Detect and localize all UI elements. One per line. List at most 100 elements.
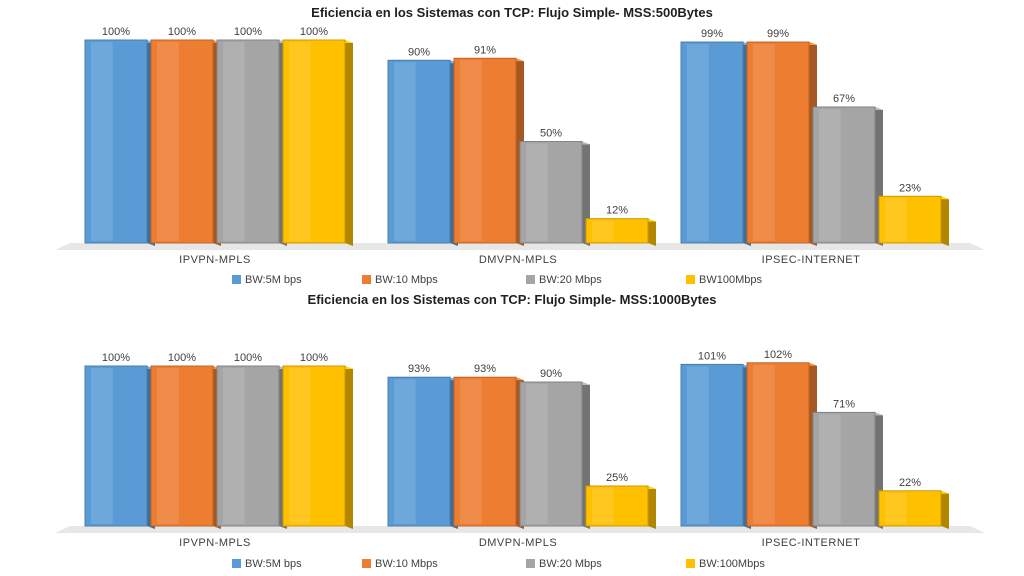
bar-side	[345, 366, 353, 529]
bar-highlight	[91, 368, 113, 524]
bar-front	[150, 365, 214, 527]
bar-side	[941, 196, 949, 246]
bar-ipsec-internet-series-3	[812, 411, 883, 529]
legend-swatch	[362, 559, 371, 568]
data-label: 93%	[408, 363, 430, 375]
data-label: 67%	[833, 93, 855, 105]
bar-dmvpn-mpls-series-1	[387, 376, 458, 529]
bar-ipsec-internet-series-4	[878, 490, 949, 529]
legend-swatch	[526, 559, 535, 568]
legend-label: BW:10 Mbps	[375, 558, 438, 570]
data-label: 12%	[606, 205, 628, 217]
bar-side	[648, 486, 656, 529]
data-label: 25%	[606, 472, 628, 484]
category-label: DMVPN-MPLS	[479, 537, 557, 549]
legend-label: BW:5M bps	[245, 558, 302, 570]
bar-dmvpn-mpls-series-3	[519, 141, 590, 246]
bar-ipsec-internet-series-1	[680, 41, 751, 246]
data-label: 71%	[833, 398, 855, 410]
bar-ipvpn-mpls-series-3	[216, 39, 287, 246]
bar-highlight	[687, 366, 709, 524]
chart-title: Eficiencia en los Sistemas con TCP: Fluj…	[308, 292, 717, 307]
bar-side	[648, 218, 656, 246]
bar-front	[746, 41, 810, 244]
data-label: 100%	[234, 352, 262, 364]
bar-highlight	[460, 60, 482, 241]
data-label: 100%	[300, 26, 328, 38]
legend-label: BW:20 Mbps	[539, 558, 602, 570]
bar-highlight	[885, 198, 907, 241]
bar-front	[216, 39, 280, 244]
category-label: IPVPN-MPLS	[179, 537, 251, 549]
bar-dmvpn-mpls-series-2	[453, 57, 524, 246]
bar-highlight	[687, 44, 709, 241]
bar-front	[282, 39, 346, 244]
bar-highlight	[526, 384, 548, 524]
chart-panel-mss1000: Eficiencia en los Sistemas con TCP: Fluj…	[0, 288, 1024, 576]
bar-ipvpn-mpls-series-2	[150, 39, 221, 246]
bar-highlight	[91, 42, 113, 241]
chart-panel-mss500: Eficiencia en los Sistemas con TCP: Fluj…	[55, 5, 985, 286]
bar-front	[812, 411, 876, 527]
bar-front	[680, 41, 744, 244]
bar-highlight	[394, 62, 416, 241]
bar-front	[812, 106, 876, 244]
data-label: 22%	[899, 477, 921, 489]
data-label: 100%	[234, 26, 262, 38]
data-label: 100%	[168, 352, 196, 364]
data-label: 90%	[408, 46, 430, 58]
bar-front	[585, 218, 649, 244]
legend-label: BW:100Mbps	[699, 558, 765, 570]
bar-dmvpn-mpls-series-4	[585, 485, 656, 529]
bar-front	[453, 57, 517, 244]
legend-label: BW100Mbps	[699, 274, 762, 286]
chart-floor	[55, 243, 985, 250]
data-label: 99%	[767, 28, 789, 40]
bar-side	[941, 490, 949, 529]
legend-label: BW:20 Mbps	[539, 274, 602, 286]
bar-highlight	[592, 488, 614, 524]
bar-front	[519, 381, 583, 527]
bar-front	[84, 39, 148, 244]
legend-swatch	[232, 275, 241, 284]
bar-highlight	[592, 220, 614, 241]
bar-highlight	[753, 364, 775, 524]
bar-highlight	[460, 379, 482, 524]
category-label: DMVPN-MPLS	[479, 254, 557, 266]
data-label: 90%	[540, 368, 562, 380]
bar-highlight	[289, 368, 311, 524]
bar-ipsec-internet-series-2	[746, 41, 817, 246]
bar-ipvpn-mpls-series-2	[150, 365, 221, 529]
bar-highlight	[223, 368, 245, 524]
bar-front	[585, 485, 649, 527]
bar-front	[519, 141, 583, 244]
data-label: 101%	[698, 350, 726, 362]
data-label: 91%	[474, 44, 496, 56]
bar-ipsec-internet-series-4	[878, 195, 949, 246]
bar-highlight	[819, 108, 841, 242]
bar-dmvpn-mpls-series-2	[453, 376, 524, 529]
legend-label: BW:10 Mbps	[375, 274, 438, 286]
bar-highlight	[394, 379, 416, 524]
bar-front	[680, 363, 744, 527]
bar-front	[878, 490, 942, 527]
bar-front	[282, 365, 346, 527]
bar-highlight	[819, 414, 841, 524]
bar-front	[453, 376, 517, 527]
data-label: 100%	[168, 26, 196, 38]
legend-swatch	[362, 275, 371, 284]
bar-ipvpn-mpls-series-1	[84, 365, 155, 529]
bar-front	[84, 365, 148, 527]
bar-ipsec-internet-series-1	[680, 363, 751, 529]
legend-swatch	[526, 275, 535, 284]
bar-ipvpn-mpls-series-4	[282, 365, 353, 529]
chart-floor	[55, 526, 985, 533]
bar-front	[878, 195, 942, 244]
chart-title: Eficiencia en los Sistemas con TCP: Fluj…	[311, 5, 713, 20]
bar-dmvpn-mpls-series-3	[519, 381, 590, 529]
bar-highlight	[223, 42, 245, 241]
bar-highlight	[753, 44, 775, 241]
bar-front	[216, 365, 280, 527]
data-label: 99%	[701, 28, 723, 40]
legend-swatch	[686, 559, 695, 568]
